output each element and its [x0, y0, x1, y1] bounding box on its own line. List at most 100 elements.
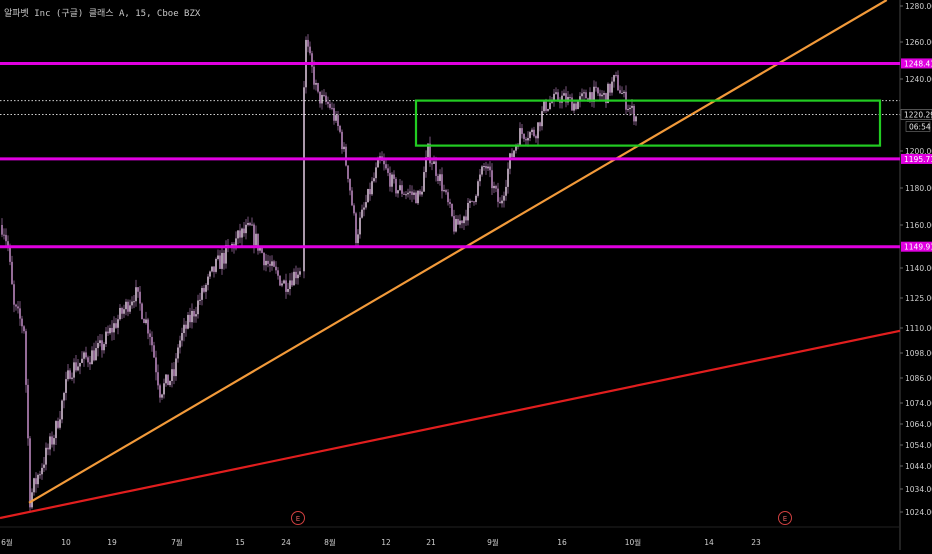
candle: [327, 96, 329, 108]
candle: [69, 368, 71, 380]
candle: [269, 255, 271, 273]
level-price-tag: [901, 241, 932, 252]
candle: [291, 272, 293, 287]
candle: [543, 101, 545, 113]
candle: [213, 266, 215, 278]
candle: [507, 162, 509, 194]
candle: [175, 352, 177, 381]
candle: [195, 306, 197, 323]
candle: [147, 317, 149, 340]
x-tick-label: 15: [235, 538, 245, 547]
candle: [535, 134, 537, 143]
candle: [105, 326, 107, 348]
candle: [583, 89, 585, 100]
candle: [361, 204, 363, 219]
candle: [15, 303, 17, 311]
earnings-marker-label: E: [783, 515, 787, 523]
candle: [331, 102, 333, 111]
candle: [619, 85, 621, 94]
candle: [45, 442, 47, 471]
level-price-tag: [901, 58, 932, 69]
candle: [547, 108, 549, 112]
candle: [271, 255, 273, 271]
candle: [243, 221, 245, 237]
earnings-marker: [778, 511, 792, 525]
candle: [283, 279, 285, 284]
earnings-marker: [291, 511, 305, 525]
candle: [565, 86, 567, 108]
candle: [525, 136, 527, 146]
candle: [107, 325, 109, 337]
candle: [289, 273, 291, 296]
candle: [439, 169, 441, 186]
x-tick-label: 16: [557, 538, 567, 547]
candle: [257, 233, 259, 255]
candle: [153, 341, 155, 358]
candle: [319, 91, 321, 108]
candle: [443, 184, 445, 193]
candle: [119, 304, 121, 321]
candle: [249, 221, 251, 227]
candle: [181, 327, 183, 347]
x-tick-label: 14: [704, 538, 714, 547]
candle: [511, 148, 513, 158]
candle: [503, 191, 505, 208]
candle: [321, 90, 323, 110]
candle: [55, 420, 57, 445]
candle: [539, 121, 541, 132]
candle: [247, 216, 249, 227]
candle: [101, 334, 103, 358]
candle: [187, 312, 189, 330]
candle: [65, 371, 67, 401]
candle: [367, 188, 369, 203]
level-price-tag: [901, 153, 932, 164]
candle: [369, 182, 371, 201]
candle: [485, 161, 487, 175]
candle: [99, 333, 101, 347]
candle: [163, 378, 165, 399]
candle: [467, 198, 469, 226]
candle: [455, 214, 457, 233]
candle: [387, 164, 389, 177]
candle: [143, 318, 145, 324]
candle: [585, 89, 587, 99]
candle: [19, 301, 21, 326]
candle: [67, 364, 69, 382]
candle: [103, 342, 105, 354]
y-tick-label: 1024.00: [905, 508, 932, 517]
red-trendline: [0, 329, 901, 520]
candle: [309, 41, 311, 56]
candle: [345, 143, 347, 167]
y-tick-label: 1260.00: [905, 38, 932, 47]
candle: [169, 380, 171, 388]
candle: [343, 142, 345, 152]
x-tick-label: 23: [751, 538, 761, 547]
candle: [355, 211, 357, 247]
candle: [133, 295, 135, 309]
candle: [27, 378, 29, 446]
candle: [599, 89, 601, 100]
earnings-marker-label: E: [296, 515, 300, 523]
candle: [489, 161, 491, 178]
y-tick-label: 1180.00: [905, 184, 932, 193]
candle: [541, 106, 543, 131]
candle: [211, 266, 213, 273]
countdown-label: 06:54: [909, 122, 931, 131]
candle: [11, 255, 13, 285]
candle: [273, 259, 275, 268]
candle: [487, 163, 489, 171]
candle: [117, 314, 119, 335]
candle: [191, 303, 193, 329]
candle: [325, 92, 327, 105]
candle: [339, 124, 341, 134]
candle: [635, 115, 637, 126]
candle: [37, 473, 39, 488]
candle: [73, 358, 75, 384]
candle: [463, 215, 465, 231]
candle: [207, 273, 209, 291]
candle: [307, 34, 309, 53]
candle: [145, 311, 147, 325]
candle: [253, 222, 255, 254]
